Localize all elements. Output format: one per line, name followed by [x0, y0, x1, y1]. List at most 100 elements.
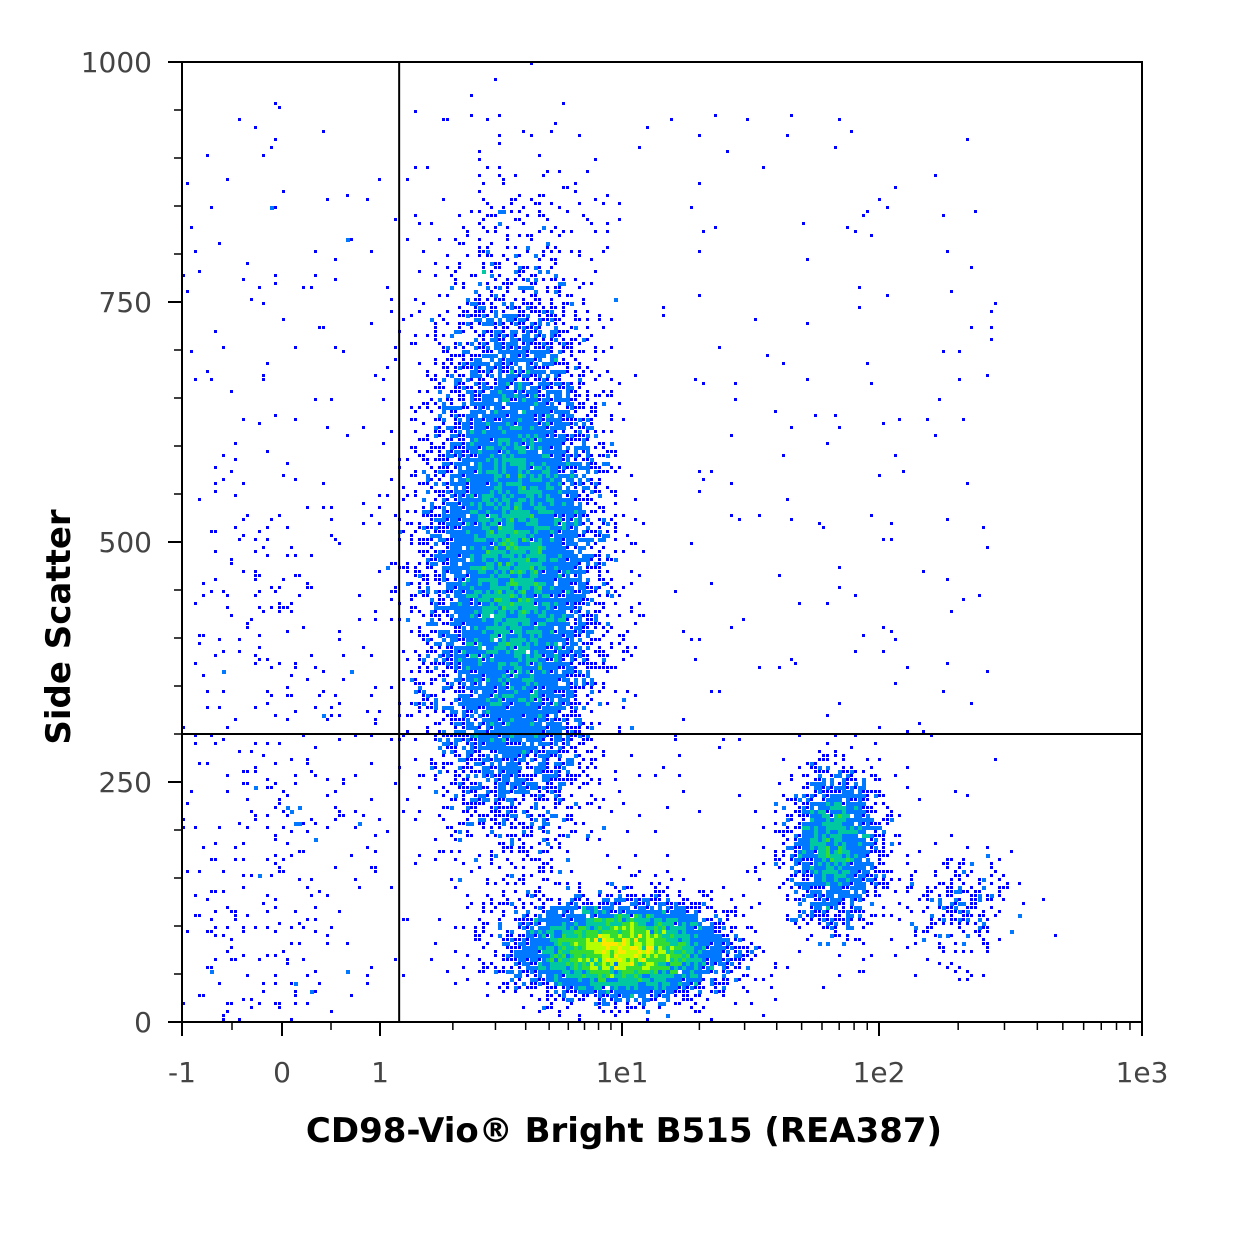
event-dot: [466, 298, 470, 302]
event-dot: [414, 334, 417, 337]
event-dot: [550, 718, 554, 722]
event-dot: [406, 582, 410, 586]
event-dot: [462, 514, 466, 518]
event-dot: [574, 522, 578, 526]
event-dot: [506, 466, 510, 470]
event-dot: [466, 762, 469, 765]
event-dot: [510, 410, 514, 414]
event-dot: [482, 614, 486, 618]
event-dot: [414, 410, 417, 413]
event-dot: [522, 398, 526, 402]
event-dot: [470, 494, 474, 498]
event-dot: [558, 750, 561, 753]
event-dot: [554, 494, 558, 498]
event-dot: [546, 414, 550, 418]
event-dot: [534, 398, 538, 402]
event-dot: [534, 446, 538, 450]
event-dot: [438, 582, 441, 585]
event-dot: [438, 470, 442, 474]
event-dot: [594, 666, 597, 669]
event-dot: [550, 362, 554, 366]
event-dot: [590, 410, 593, 413]
event-dot: [602, 454, 605, 457]
event-dot: [534, 362, 538, 366]
event-dot: [554, 682, 558, 686]
event-dot: [586, 466, 590, 470]
event-dot: [494, 478, 498, 482]
event-dot: [586, 498, 589, 501]
event-dot: [190, 226, 193, 229]
event-dot: [522, 518, 526, 522]
event-dot: [470, 426, 473, 429]
event-dot: [514, 354, 518, 358]
event-dot: [522, 674, 526, 678]
event-dot: [490, 726, 493, 729]
event-dot: [278, 610, 281, 613]
event-dot: [522, 578, 526, 582]
event-dot: [370, 514, 373, 517]
event-dot: [514, 246, 517, 249]
event-dot: [546, 450, 550, 454]
event-dot: [518, 578, 522, 582]
event-dot: [558, 626, 562, 630]
event-dot: [466, 562, 470, 566]
event-dot: [526, 266, 529, 269]
event-dot: [458, 418, 462, 422]
event-dot: [494, 650, 498, 654]
event-dot: [506, 446, 510, 450]
event-dot: [254, 578, 257, 581]
event-dot: [586, 394, 589, 397]
event-dot: [522, 278, 525, 281]
event-dot: [434, 514, 437, 517]
event-dot: [490, 642, 494, 646]
event-dot: [510, 518, 514, 522]
event-dot: [618, 634, 621, 637]
event-dot: [282, 190, 285, 193]
event-dot: [590, 462, 593, 465]
event-dot: [438, 382, 441, 385]
event-dot: [454, 590, 458, 594]
event-dot: [522, 346, 526, 350]
event-dot: [526, 766, 529, 769]
event-dot: [494, 454, 498, 458]
event-dot: [574, 754, 578, 758]
event-dot: [730, 514, 733, 517]
event-dot: [478, 542, 482, 546]
event-dot: [558, 674, 562, 678]
event-dot: [898, 418, 901, 421]
event-dot: [462, 426, 466, 430]
event-dot: [570, 566, 574, 570]
event-dot: [550, 418, 554, 422]
event-dot: [530, 642, 534, 646]
event-dot: [522, 402, 526, 406]
event-dot: [506, 638, 510, 642]
event-dot: [474, 354, 477, 357]
event-dot: [502, 494, 506, 498]
event-dot: [470, 454, 473, 457]
event-dot: [450, 570, 454, 574]
event-dot: [502, 554, 506, 558]
event-dot: [498, 702, 502, 706]
event-dot: [446, 530, 450, 534]
event-dot: [418, 658, 421, 661]
event-dot: [538, 394, 541, 397]
event-dot: [510, 770, 514, 774]
event-dot: [466, 538, 470, 542]
event-dot: [498, 582, 502, 586]
event-dot: [502, 614, 506, 618]
event-dot: [586, 630, 590, 634]
event-dot: [570, 374, 573, 377]
event-dot: [566, 574, 570, 578]
event-dot: [546, 730, 550, 734]
event-dot: [322, 506, 325, 509]
event-dot: [502, 478, 506, 482]
event-dot: [426, 478, 430, 482]
event-dot: [518, 734, 522, 738]
event-dot: [266, 362, 269, 365]
event-dot: [514, 446, 518, 450]
event-dot: [514, 698, 518, 702]
event-dot: [538, 646, 542, 650]
event-dot: [614, 666, 617, 669]
event-dot: [454, 602, 458, 606]
event-dot: [554, 534, 558, 538]
